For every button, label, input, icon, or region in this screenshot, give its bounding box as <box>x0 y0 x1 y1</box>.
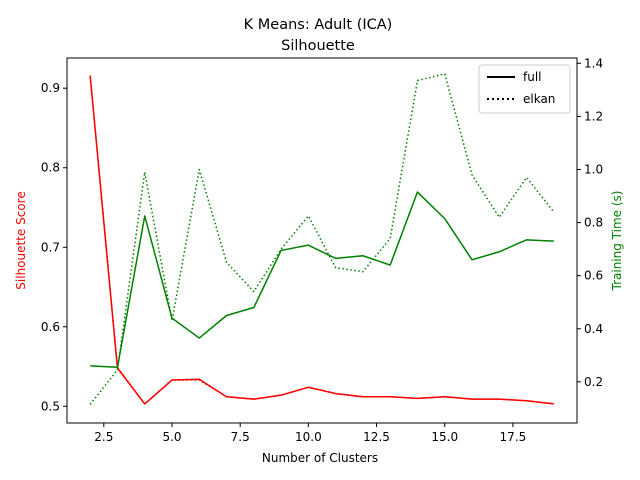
right-y-tick-label: 1.2 <box>584 109 603 123</box>
left-y-tick-label: 0.8 <box>41 161 60 175</box>
left-y-tick-label: 0.9 <box>41 81 60 95</box>
right-y-tick-label: 1.4 <box>584 56 603 70</box>
series-line-left-solid <box>89 75 554 405</box>
x-tick-label: 2.5 <box>94 430 113 444</box>
x-tick-label: 10.0 <box>295 430 322 444</box>
right-y-tick-label: 1.0 <box>584 162 603 176</box>
left-y-tick-label: 0.6 <box>41 320 60 334</box>
x-axis-label: Number of Clusters <box>262 451 378 465</box>
legend-label-elkan: elkan <box>523 92 555 106</box>
right-y-tick-label: 0.8 <box>584 216 603 230</box>
x-tick-label: 5.0 <box>162 430 181 444</box>
x-tick-label: 12.5 <box>363 430 390 444</box>
legend-label-full: full <box>523 70 542 84</box>
left-y-tick-label: 0.5 <box>41 399 60 413</box>
right-y-tick-label: 0.6 <box>584 269 603 283</box>
series-line-right-solid <box>90 191 554 368</box>
plot-area: 2.5 5.0 7.5 10.0 12.5 15.0 17.5 0.5 0.6 0.7 0.8 0.9… <box>41 56 603 444</box>
plot-frame <box>66 57 578 424</box>
right-y-tick-label: 0.2 <box>584 375 603 389</box>
left-y-tick-label: 0.7 <box>41 240 60 254</box>
chart-title: K Means: Adult (ICA) <box>244 17 393 33</box>
series-line-right-dotted <box>89 73 555 405</box>
series-line-left-dotted <box>89 77 554 405</box>
right-y-tick-label: 0.4 <box>584 322 603 336</box>
x-tick-label: 17.5 <box>500 430 527 444</box>
legend: full elkan <box>478 64 571 114</box>
right-y-axis-label: Training Time (s) <box>610 191 624 292</box>
x-tick-label: 7.5 <box>231 430 250 444</box>
left-y-axis-label: Silhouette Score <box>14 191 28 289</box>
x-tick-label: 15.0 <box>431 430 458 444</box>
chart-subtitle: Silhouette <box>281 38 355 54</box>
